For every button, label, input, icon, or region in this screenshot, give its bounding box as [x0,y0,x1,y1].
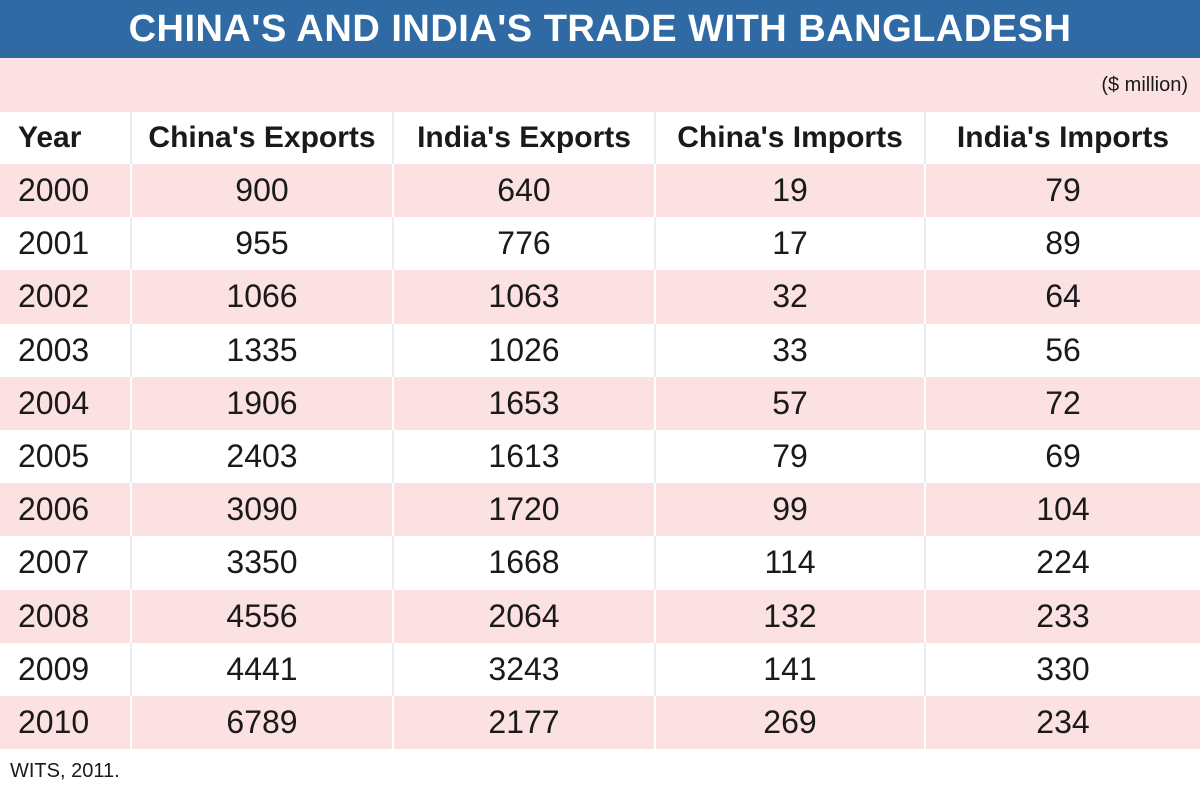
table-row: 2008 4556 2064 132 233 [0,589,1200,643]
year-cell: 2000 [18,172,90,209]
india-exports-cell: 640 [392,164,655,218]
year-cell: 2010 [18,703,90,740]
table-row: 2010 6789 2177 269 234 [0,695,1200,750]
china-imports-cell: 114 [654,536,925,590]
china-exports-cell: 4556 [130,589,393,643]
china-imports-cell: 99 [654,483,925,537]
china-exports-cell: 1066 [130,270,393,324]
india-exports-cell: 1063 [392,270,655,324]
year-cell: 2005 [18,438,90,475]
year-cell: 2004 [18,384,90,421]
india-exports-cell: 1653 [392,376,655,430]
column-header-china-exports: China's Exports [130,112,393,164]
title-bar: CHINA'S AND INDIA'S TRADE WITH BANGLADES… [0,0,1200,58]
table-row: 2004 1906 1653 57 72 [0,376,1200,430]
india-exports-cell: 1720 [392,483,655,537]
india-exports-cell: 1026 [392,323,655,377]
india-exports-cell: 776 [392,217,655,271]
year-cell: 2008 [18,597,90,634]
header-row: Year China's Exports India's Exports Chi… [0,112,1200,164]
india-imports-cell: 234 [924,695,1200,750]
india-imports-cell: 224 [924,536,1200,590]
year-cell: 2003 [18,331,90,368]
china-exports-cell: 4441 [130,642,393,696]
table-row: 2003 1335 1026 33 56 [0,323,1200,377]
china-exports-cell: 3350 [130,536,393,590]
chart-title: CHINA'S AND INDIA'S TRADE WITH BANGLADES… [128,7,1072,50]
year-cell: 2006 [18,491,90,528]
table-row: 2001 955 776 17 89 [0,217,1200,271]
source-note: WITS, 2011. [10,760,120,782]
china-imports-cell: 79 [654,429,925,484]
column-header-india-exports: India's Exports [392,112,655,164]
china-exports-cell: 1335 [130,323,393,377]
table-row: 2000 900 640 19 79 [0,164,1200,218]
india-imports-cell: 104 [924,483,1200,537]
column-header-year: Year [18,121,82,154]
china-exports-cell: 2403 [130,429,393,484]
year-cell: 2009 [18,650,90,687]
china-imports-cell: 269 [654,695,925,750]
table-row: 2009 4441 3243 141 330 [0,642,1200,696]
china-imports-cell: 132 [654,589,925,643]
table-body: 2000 900 640 19 79 2001 955 776 17 89 2002 1066 1063… [0,164,1200,750]
india-imports-cell: 69 [924,429,1200,484]
column-header-india-imports: India's Imports [924,112,1200,164]
year-cell: 2007 [18,544,90,581]
india-imports-cell: 56 [924,323,1200,377]
china-exports-cell: 3090 [130,483,393,537]
trade-table: Year China's Exports India's Exports Chi… [0,112,1200,750]
year-cell: 2002 [18,278,90,315]
table-row: 2006 3090 1720 99 104 [0,483,1200,537]
china-exports-cell: 900 [130,164,393,218]
india-imports-cell: 64 [924,270,1200,324]
china-imports-cell: 57 [654,376,925,430]
column-header-china-imports: China's Imports [654,112,925,164]
china-imports-cell: 141 [654,642,925,696]
table-row: 2005 2403 1613 79 69 [0,429,1200,484]
year-cell: 2001 [18,225,90,262]
india-imports-cell: 79 [924,164,1200,218]
china-imports-cell: 19 [654,164,925,218]
table-row: 2002 1066 1063 32 64 [0,270,1200,324]
india-exports-cell: 1613 [392,429,655,484]
india-exports-cell: 2177 [392,695,655,750]
china-imports-cell: 32 [654,270,925,324]
india-exports-cell: 1668 [392,536,655,590]
china-exports-cell: 1906 [130,376,393,430]
china-imports-cell: 33 [654,323,925,377]
india-imports-cell: 330 [924,642,1200,696]
table-row: 2007 3350 1668 114 224 [0,536,1200,590]
china-exports-cell: 6789 [130,695,393,750]
india-imports-cell: 233 [924,589,1200,643]
china-exports-cell: 955 [130,217,393,271]
india-imports-cell: 72 [924,376,1200,430]
india-exports-cell: 2064 [392,589,655,643]
unit-band: ($ million) [0,58,1200,112]
india-imports-cell: 89 [924,217,1200,271]
unit-label: ($ million) [1101,74,1188,96]
india-exports-cell: 3243 [392,642,655,696]
china-imports-cell: 17 [654,217,925,271]
